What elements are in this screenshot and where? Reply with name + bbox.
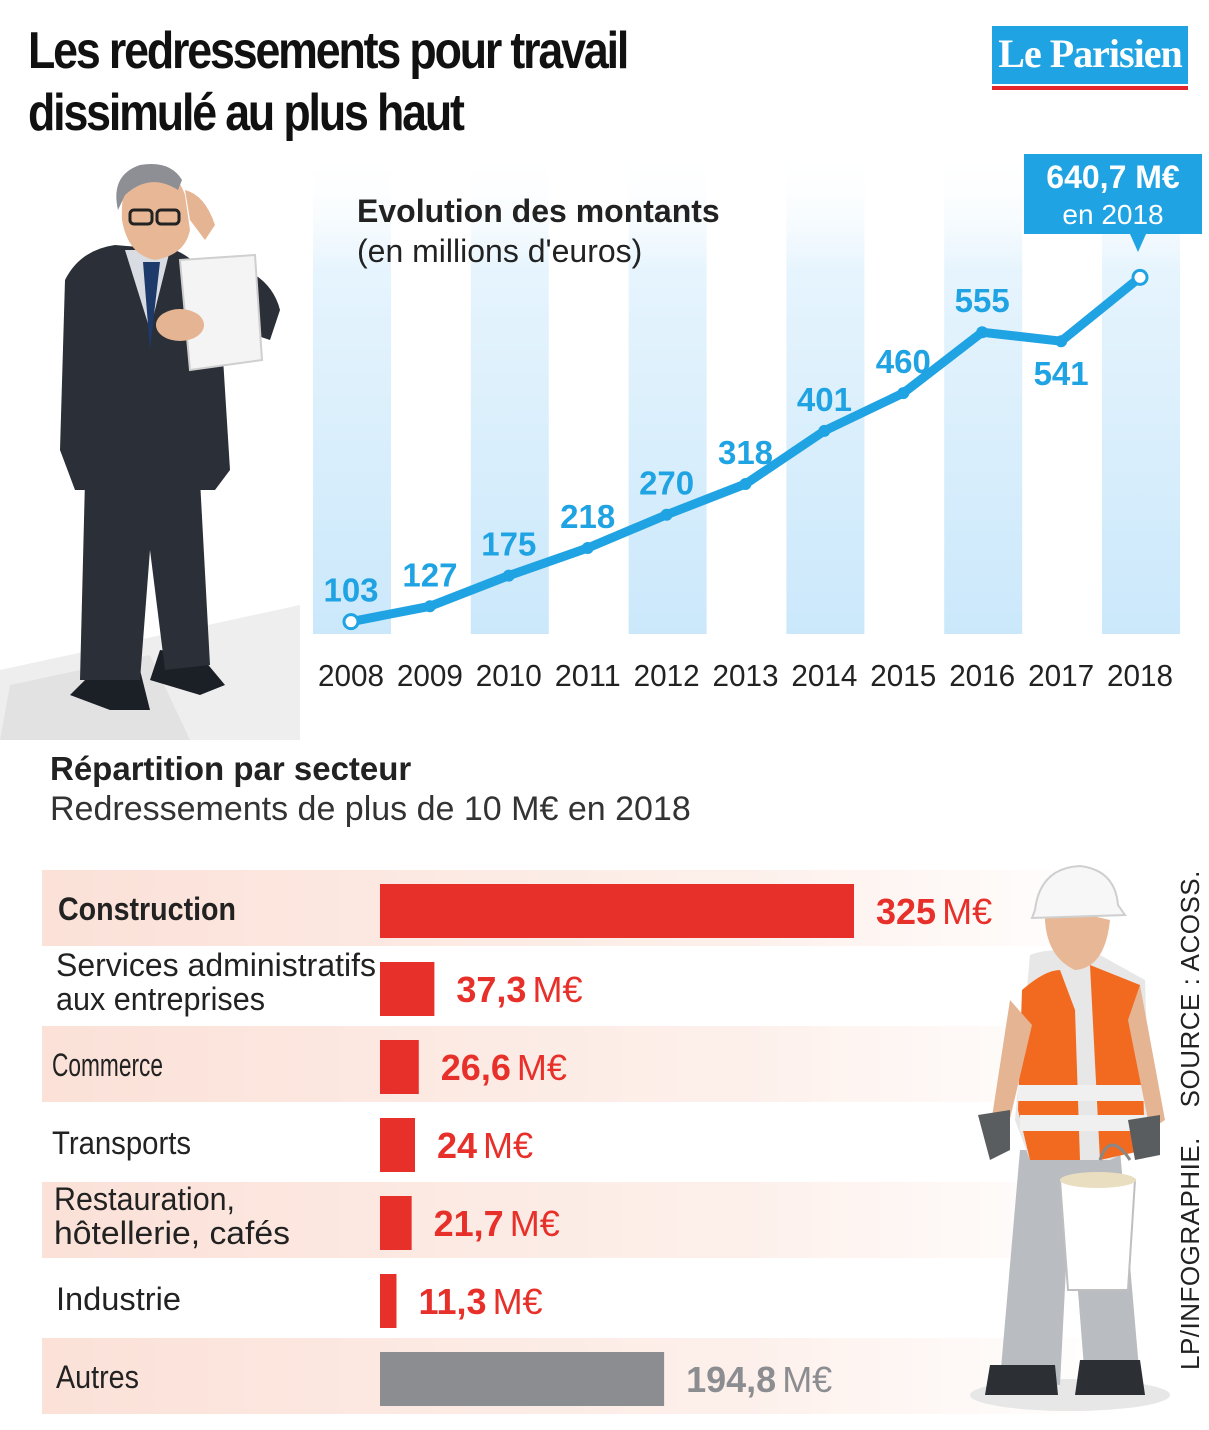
line-chart-title: Evolution des montants	[357, 193, 720, 229]
year-band	[786, 150, 865, 634]
line-chart: Evolution des montants (en millions d'eu…	[313, 150, 1202, 693]
line-chart-subtitle: (en millions d'euros)	[357, 233, 642, 269]
data-label: 218	[560, 498, 615, 535]
year-band	[944, 150, 1023, 634]
data-point	[1055, 335, 1068, 348]
page-title: Les redressements pour travail dissimulé…	[28, 22, 629, 142]
data-label: 460	[876, 343, 931, 380]
x-tick-label: 2017	[1028, 658, 1094, 693]
data-point	[660, 508, 673, 521]
category-label: Industrie	[56, 1281, 181, 1317]
value-label: 26,6 M€	[441, 1047, 567, 1088]
x-tick-label: 2010	[476, 658, 542, 693]
data-point	[897, 387, 910, 400]
value-label: 325 M€	[876, 891, 992, 932]
x-tick-label: 2012	[634, 658, 700, 693]
bar	[380, 884, 854, 938]
bar	[380, 1040, 419, 1094]
data-label: 175	[481, 526, 536, 563]
x-tick-label: 2013	[713, 658, 779, 693]
category-label: Restauration,	[54, 1181, 235, 1217]
data-point	[1131, 268, 1149, 286]
category-label: hôtellerie, cafés	[54, 1215, 290, 1251]
source-credit: LP/INFOGRAPHIE. SOURCE : ACOSS.	[1175, 848, 1206, 1370]
row-band	[42, 1026, 1122, 1102]
row-band	[42, 1182, 1122, 1258]
value-label: 24 M€	[437, 1125, 533, 1166]
data-label: 555	[955, 282, 1010, 319]
x-tick-label: 2018	[1107, 658, 1173, 693]
brand-logo: Le Parisien	[992, 26, 1188, 84]
sector-chart-title: Répartition par secteur	[50, 750, 412, 787]
category-label: Autres	[56, 1359, 139, 1395]
category-label: Transports	[52, 1125, 191, 1161]
year-band	[313, 150, 391, 634]
callout-value: 640,7 M€	[1046, 159, 1180, 195]
sector-chart-subtitle: Redressements de plus de 10 M€ en 2018	[50, 790, 691, 828]
data-label: 103	[323, 572, 378, 609]
bar	[380, 1118, 416, 1172]
category-label: Construction	[58, 891, 236, 927]
year-band	[628, 150, 707, 634]
x-tick-label: 2011	[555, 658, 621, 693]
businessman-illustration	[0, 164, 300, 740]
bar	[380, 1274, 397, 1328]
construction-worker-illustration	[970, 864, 1170, 1411]
data-point	[976, 326, 989, 339]
callout-text: en 2018	[1062, 199, 1163, 230]
data-point	[739, 478, 752, 490]
callout-pointer	[1130, 234, 1146, 252]
data-point	[818, 424, 831, 437]
x-tick-label: 2015	[870, 658, 936, 693]
data-point	[423, 600, 436, 613]
bar	[380, 1196, 412, 1250]
data-label: 318	[718, 434, 773, 471]
callout: 640,7 M€ en 2018	[1024, 154, 1202, 252]
x-tick-label: 2016	[949, 658, 1015, 693]
value-label: 21,7 M€	[434, 1203, 560, 1244]
source-text: SOURCE : ACOSS.	[1175, 870, 1205, 1108]
x-tick-label: 2008	[318, 658, 384, 693]
category-label: Commerce	[52, 1047, 163, 1083]
data-point	[581, 542, 594, 555]
brand-logo-rule	[992, 86, 1188, 90]
data-label: 127	[402, 556, 457, 593]
category-label: aux entreprises	[56, 981, 265, 1017]
bar	[380, 962, 435, 1016]
callout-box	[1024, 154, 1202, 234]
value-label: 194,8 M€	[686, 1359, 832, 1400]
data-point	[342, 613, 360, 631]
data-label: 270	[639, 465, 694, 502]
data-label: 541	[1034, 355, 1089, 392]
credit-text: LP/INFOGRAPHIE.	[1175, 1137, 1205, 1370]
category-label: Services administratifs	[56, 947, 376, 983]
bar	[380, 1352, 665, 1406]
value-label: 37,3 M€	[456, 969, 582, 1010]
value-label: 11,3 M€	[418, 1281, 542, 1322]
data-point	[502, 569, 515, 582]
x-tick-label: 2014	[791, 658, 857, 693]
year-band	[470, 150, 549, 634]
data-label: 401	[797, 381, 852, 418]
x-tick-label: 2009	[397, 658, 463, 693]
